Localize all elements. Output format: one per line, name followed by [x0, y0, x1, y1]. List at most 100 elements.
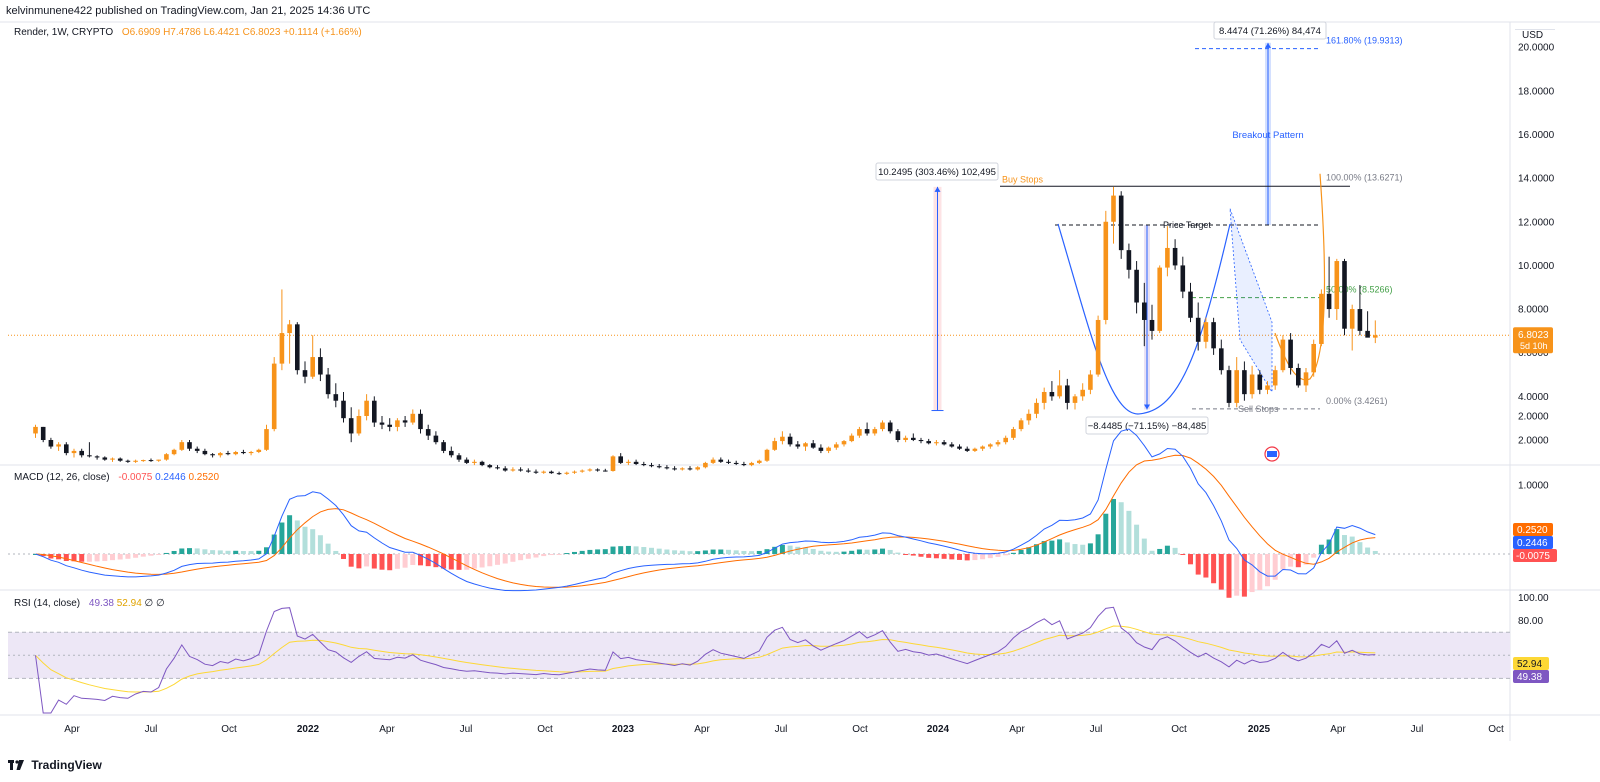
time-tick-label: Oct: [1488, 724, 1504, 735]
macd-histogram-bar: [564, 553, 570, 555]
macd-histogram-bar: [726, 549, 731, 554]
measure-label-box: [1213, 21, 1327, 40]
macd-histogram-bar: [826, 551, 832, 554]
macd-histogram-bar: [849, 550, 855, 554]
macd-histogram-bar: [1318, 544, 1324, 554]
time-tick-label: Apr: [64, 724, 80, 735]
candle-body: [495, 467, 500, 469]
candle-body: [433, 435, 439, 443]
price-pane[interactable]: 10.2495 (303.46%) 102,495 −8.4485 (−71.15…: [8, 21, 1510, 475]
rsi-legend: RSI (14, close) 49.38 52.94 ∅ ∅: [14, 598, 165, 609]
candle-body: [964, 448, 970, 451]
time-tick-label: Oct: [221, 724, 237, 735]
time-tick-label: Jul: [1090, 724, 1103, 735]
candle-body: [40, 426, 46, 440]
macd-histogram-bar: [749, 551, 755, 554]
candle-body: [79, 450, 84, 456]
macd-histogram-bar: [941, 554, 947, 559]
candle-body: [680, 468, 685, 470]
candle-body: [810, 443, 816, 448]
macd-histogram-bar: [1049, 540, 1055, 554]
macd-histogram-bar: [425, 554, 431, 567]
macd-histogram-bar: [1272, 554, 1278, 580]
tradingview-logo[interactable]: TradingView: [8, 758, 102, 772]
macd-histogram-bar: [1311, 554, 1317, 558]
macd-histogram-bar: [572, 551, 577, 554]
projection-path: [1274, 173, 1326, 381]
candle-body: [395, 420, 400, 427]
time-tick-label: 2023: [612, 724, 635, 735]
macd-histogram-bar: [933, 554, 939, 559]
candle-body: [356, 415, 362, 434]
macd-histogram-bar: [1265, 554, 1270, 587]
candle-body: [425, 429, 431, 436]
macd-histogram-bar: [1342, 535, 1347, 554]
macd-histogram-bar: [448, 554, 454, 570]
candle-body: [1303, 372, 1309, 386]
candle-body: [1257, 374, 1263, 390]
candle-body: [1219, 348, 1224, 371]
measure-arrow-head: [1144, 404, 1150, 410]
candle-body: [1249, 374, 1255, 395]
candle-body: [441, 442, 446, 451]
macd-histogram-bar: [1349, 536, 1355, 554]
macd-histogram-bar: [279, 522, 285, 554]
time-tick-label: Jul: [145, 724, 158, 735]
macd-histogram-bar: [1080, 544, 1086, 554]
candle-body: [903, 437, 908, 440]
candle-body: [957, 446, 962, 449]
time-tick-label: Jul: [775, 724, 788, 735]
rsi-pane[interactable]: [8, 606, 1510, 714]
macd-histogram-bar: [533, 554, 539, 558]
candle-body: [48, 439, 54, 447]
candle-body: [449, 450, 454, 456]
candle-body: [1072, 396, 1078, 403]
price-tick-label: 14.0000: [1518, 174, 1555, 185]
macd-histogram-bar: [518, 554, 524, 561]
candle-body: [610, 456, 616, 471]
macd-histogram-bar: [1180, 554, 1186, 555]
candle-body: [117, 458, 123, 461]
candle-body: [857, 429, 862, 436]
flag-pattern: [1229, 208, 1273, 394]
price-tick-label: 18.0000: [1518, 86, 1555, 97]
candle-body: [1373, 335, 1378, 338]
candle-body: [757, 460, 762, 463]
macd-histogram-bar: [1149, 550, 1155, 554]
rsi-badge: [1513, 670, 1549, 683]
candle-body: [579, 470, 585, 472]
candle-body: [1319, 293, 1324, 344]
candle-body: [1111, 195, 1116, 222]
candle-body: [941, 442, 947, 445]
buy-stops-label: Buy Stops: [1002, 174, 1044, 184]
candle-body: [141, 460, 146, 462]
macd-histogram-bar: [487, 554, 493, 567]
macd-histogram-bar: [187, 548, 192, 554]
price-tick-label: 12.0000: [1518, 217, 1555, 228]
candle-body: [418, 413, 423, 430]
candle-body: [718, 459, 724, 462]
candle-body: [1296, 367, 1301, 386]
candle-body: [995, 442, 1001, 445]
macd-histogram-bar: [1003, 554, 1009, 556]
macd-histogram-bar: [441, 554, 447, 569]
macd-histogram-bar: [595, 549, 601, 554]
macd-histogram-bar: [1226, 554, 1232, 598]
candle-body: [479, 461, 485, 466]
candle-body: [1242, 370, 1247, 395]
candle-body: [1134, 269, 1139, 303]
candle-body: [287, 324, 292, 334]
macd-histogram-bar: [764, 549, 770, 554]
macd-histogram-bar: [402, 554, 408, 568]
currency-underline: [1515, 29, 1555, 30]
candle-body: [687, 468, 693, 470]
candle-body: [187, 442, 192, 449]
candle-body: [279, 333, 285, 364]
macd-histogram-bar: [949, 554, 955, 560]
macd-pane[interactable]: [8, 428, 1510, 598]
candle-body: [387, 424, 392, 427]
candle-body: [110, 458, 115, 460]
candle-body: [911, 437, 916, 440]
macd-histogram-bar: [1018, 549, 1024, 554]
